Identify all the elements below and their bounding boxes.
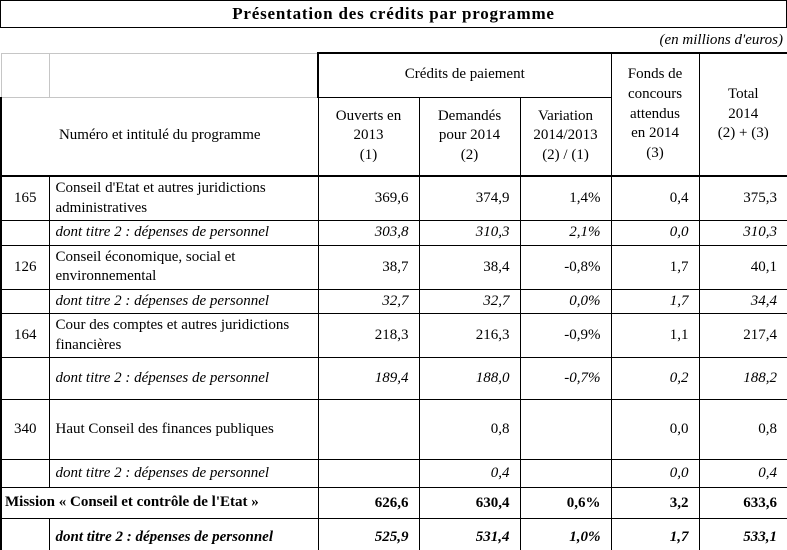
cell-ouverts: 38,7 xyxy=(317,244,420,290)
cell-ouverts xyxy=(317,399,420,460)
cell-demandes: 0,4 xyxy=(418,459,521,488)
cell-variation: 1,4% xyxy=(519,175,612,221)
cell-total: 0,4 xyxy=(698,459,787,488)
cell-ouverts: 303,8 xyxy=(317,220,420,246)
table-row-titre2-340: dont titre 2 : dépenses de personnel 0,4… xyxy=(0,459,787,488)
cell-ouverts: 525,9 xyxy=(317,518,420,550)
header-row-columns: Numéro et intitulé du programme Ouverts … xyxy=(0,96,787,177)
cell-fonds: 0,2 xyxy=(610,357,700,400)
cell-fonds: 3,2 xyxy=(610,487,700,519)
titre2-label: dont titre 2 : dépenses de personnel xyxy=(48,220,319,246)
cell-ouverts: 369,6 xyxy=(317,175,420,221)
cell-variation xyxy=(519,399,612,460)
cell-demandes: 374,9 xyxy=(418,175,521,221)
header-demandes: Demandés pour 2014 (2) xyxy=(418,96,521,177)
cell-demandes: 630,4 xyxy=(418,487,521,519)
header-variation: Variation 2014/2013 (2) / (1) xyxy=(519,96,612,177)
header-fonds: Fonds de concours attendus en 2014 (3) xyxy=(610,52,700,177)
cell-ouverts: 218,3 xyxy=(317,313,420,358)
cell-demandes: 32,7 xyxy=(418,288,521,314)
cell-demandes: 216,3 xyxy=(418,313,521,358)
cell-ouverts xyxy=(317,459,420,488)
program-number xyxy=(0,220,50,246)
program-number: 340 xyxy=(0,399,50,460)
cell-variation: 2,1% xyxy=(519,220,612,246)
cell-variation: 1,0% xyxy=(519,518,612,550)
cell-total: 40,1 xyxy=(698,244,787,290)
cell-variation: -0,7% xyxy=(519,357,612,400)
header-program: Numéro et intitulé du programme xyxy=(0,96,319,177)
table-row-program-164: 164 Cour des comptes et autres juridicti… xyxy=(0,313,787,358)
program-number xyxy=(0,518,50,550)
titre2-label: dont titre 2 : dépenses de personnel xyxy=(48,357,319,400)
titre2-label: dont titre 2 : dépenses de personnel xyxy=(48,518,319,550)
program-label: Cour des comptes et autres juridictions … xyxy=(48,313,319,358)
header-credits-group: Crédits de paiement xyxy=(316,52,612,98)
document-title: Présentation des crédits par programme xyxy=(0,0,787,28)
table-row-titre2-165: dont titre 2 : dépenses de personnel 303… xyxy=(0,220,787,246)
program-number xyxy=(0,288,50,314)
program-number xyxy=(0,459,50,488)
cell-variation: -0,9% xyxy=(519,313,612,358)
cell-fonds: 0,0 xyxy=(610,220,700,246)
program-label: Conseil économique, social et environnem… xyxy=(48,244,319,290)
cell-variation: -0,8% xyxy=(519,244,612,290)
cell-ouverts: 189,4 xyxy=(317,357,420,400)
table-row-titre2-164: dont titre 2 : dépenses de personnel 189… xyxy=(0,357,787,400)
program-label: Haut Conseil des finances publiques xyxy=(48,399,319,460)
program-number: 165 xyxy=(0,175,50,221)
cell-total: 34,4 xyxy=(698,288,787,314)
cell-variation xyxy=(519,459,612,488)
credits-table: Crédits de paiement Fonds de concours at… xyxy=(0,52,787,550)
cell-total: 0,8 xyxy=(698,399,787,460)
cell-total: 375,3 xyxy=(698,175,787,221)
program-number: 164 xyxy=(0,313,50,358)
table-row-mission-titre2: dont titre 2 : dépenses de personnel 525… xyxy=(0,518,787,550)
cell-fonds: 0,0 xyxy=(610,459,700,488)
header-ouverts: Ouverts en 2013 (1) xyxy=(317,96,420,177)
cell-fonds: 1,7 xyxy=(610,244,700,290)
cell-variation: 0,6% xyxy=(519,487,612,519)
cell-variation: 0,0% xyxy=(519,288,612,314)
cell-fonds: 0,4 xyxy=(610,175,700,221)
table-row-program-126: 126 Conseil économique, social et enviro… xyxy=(0,244,787,290)
cell-ouverts: 32,7 xyxy=(317,288,420,314)
cell-demandes: 0,8 xyxy=(418,399,521,460)
header-total: Total 2014 (2) + (3) xyxy=(698,52,787,177)
cell-demandes: 188,0 xyxy=(418,357,521,400)
program-number: 126 xyxy=(0,244,50,290)
cell-fonds: 1,7 xyxy=(610,518,700,550)
table-row-program-340: 340 Haut Conseil des finances publiques … xyxy=(0,399,787,460)
header-spacer-label xyxy=(48,52,319,98)
cell-fonds: 0,0 xyxy=(610,399,700,460)
cell-demandes: 310,3 xyxy=(418,220,521,246)
titre2-label: dont titre 2 : dépenses de personnel xyxy=(48,459,319,488)
table-row-program-165: 165 Conseil d'Etat et autres juridiction… xyxy=(0,175,787,221)
unit-note: (en millions d'euros) xyxy=(659,31,783,48)
table-row-titre2-126: dont titre 2 : dépenses de personnel 32,… xyxy=(0,288,787,314)
cell-total: 310,3 xyxy=(698,220,787,246)
table-row-mission-total: Mission « Conseil et contrôle de l'Etat … xyxy=(0,487,787,519)
cell-total: 633,6 xyxy=(698,487,787,519)
cell-demandes: 531,4 xyxy=(418,518,521,550)
cell-total: 188,2 xyxy=(698,357,787,400)
cell-fonds: 1,7 xyxy=(610,288,700,314)
cell-ouverts: 626,6 xyxy=(317,487,420,519)
cell-total: 533,1 xyxy=(698,518,787,550)
cell-demandes: 38,4 xyxy=(418,244,521,290)
mission-label: Mission « Conseil et contrôle de l'Etat … xyxy=(0,487,319,519)
program-label: Conseil d'Etat et autres juridictions ad… xyxy=(48,175,319,221)
header-row-groups: Crédits de paiement Fonds de concours at… xyxy=(0,52,787,177)
cell-total: 217,4 xyxy=(698,313,787,358)
program-number xyxy=(0,357,50,400)
cell-fonds: 1,1 xyxy=(610,313,700,358)
header-spacer-number xyxy=(0,52,50,98)
titre2-label: dont titre 2 : dépenses de personnel xyxy=(48,288,319,314)
